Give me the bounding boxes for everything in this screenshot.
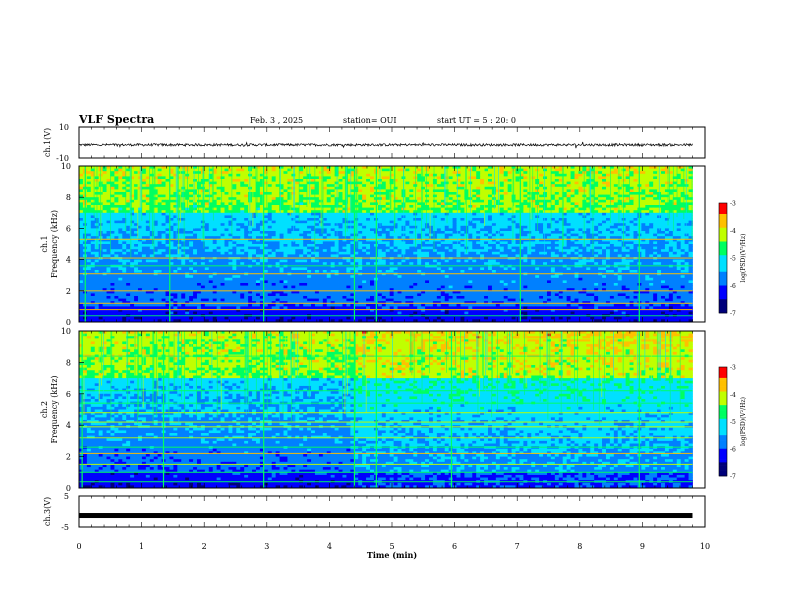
x-tick-label: 7	[515, 542, 520, 551]
panel-frame	[78, 495, 706, 528]
start-time-label: start UT = 5 : 20: 0	[437, 116, 516, 125]
colorbar-tick-label: -4	[730, 228, 736, 235]
y-tick-label: 8	[66, 193, 71, 202]
y-tick-label: 4	[66, 256, 71, 265]
x-tick-label: 1	[139, 542, 144, 551]
station-label: station= OUI	[343, 116, 397, 125]
date-label: Feb. 3 , 2025	[250, 116, 304, 125]
x-tick-label: 5	[389, 542, 394, 551]
colorbar	[718, 366, 728, 477]
colorbar-tick-label: -3	[730, 365, 736, 372]
ch3-signal-trace	[79, 513, 693, 519]
x-tick-label: 2	[202, 542, 207, 551]
colorbar-tick-label: -4	[730, 392, 736, 399]
y-tick-label: 4	[66, 421, 71, 430]
colorbar-tick-label: -5	[730, 419, 736, 426]
y-tick-label: 2	[66, 287, 71, 296]
ch1-spectrogram-panel	[78, 165, 706, 323]
y-axis-label: Frequency (kHz)	[50, 210, 59, 278]
colorbar-tick-label: -6	[730, 446, 736, 453]
x-tick-label: 6	[452, 542, 457, 551]
ch1-signal-trace	[78, 141, 693, 149]
colorbar-label: log(PSD)(V²/Hz)	[740, 397, 747, 446]
colorbar-tick-label: -3	[730, 201, 736, 208]
y-tick-label: 0	[66, 318, 71, 327]
panel-frame	[78, 126, 706, 159]
chart-title: VLF Spectra	[79, 113, 155, 126]
y-tick-label: 0	[66, 484, 71, 493]
y-tick-label: 10	[61, 327, 71, 336]
y-tick-label: -10	[56, 154, 69, 163]
ch3-waveform-panel	[78, 495, 706, 528]
colorbar-label: log(PSD)(V²/Hz)	[740, 234, 747, 283]
y-axis-label: Frequency (kHz)	[50, 375, 59, 443]
x-tick-label: 3	[264, 542, 269, 551]
y-tick-label: 10	[59, 123, 69, 132]
y-axis-label: ch.2	[40, 401, 49, 418]
colorbar-tick-label: -6	[730, 283, 736, 290]
y-tick-label: 2	[66, 453, 71, 462]
y-tick-label: 5	[64, 492, 69, 501]
x-tick-label: 0	[76, 542, 81, 551]
ch1-waveform-panel	[78, 126, 706, 159]
y-tick-label: 6	[66, 390, 71, 399]
x-tick-label: 8	[577, 542, 582, 551]
y-axis-label: ch.3(V)	[43, 497, 52, 526]
x-axis-label: Time (min)	[367, 550, 417, 560]
colorbar-tick-label: -7	[730, 474, 736, 481]
y-axis-label: ch.1	[40, 235, 49, 252]
colorbar-tick-label: -7	[730, 311, 736, 318]
x-tick-label: 10	[700, 542, 710, 551]
colorbar-tick-label: -5	[730, 256, 736, 263]
x-tick-label: 4	[327, 542, 332, 551]
colorbar	[718, 202, 728, 314]
y-tick-label: 6	[66, 224, 71, 233]
ch2-spectrogram-panel	[78, 330, 706, 489]
x-tick-label: 9	[640, 542, 645, 551]
y-tick-label: 8	[66, 358, 71, 367]
y-tick-label: -5	[61, 523, 69, 532]
y-axis-label: ch.1(V)	[43, 128, 52, 157]
y-tick-label: 10	[61, 162, 71, 171]
